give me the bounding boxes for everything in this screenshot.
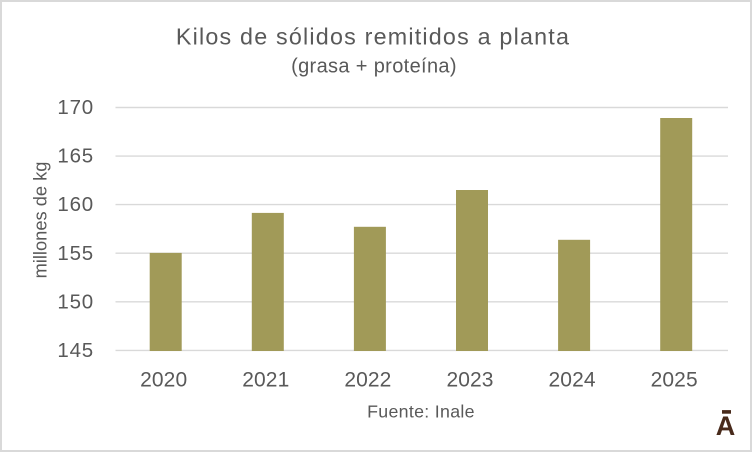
svg-text:2024: 2024 bbox=[549, 369, 596, 392]
svg-text:170: 170 bbox=[57, 96, 94, 119]
svg-text:2023: 2023 bbox=[446, 369, 493, 392]
svg-text:Kilos de sólidos remitidos a p: Kilos de sólidos remitidos a planta bbox=[176, 24, 570, 50]
svg-text:2021: 2021 bbox=[242, 369, 289, 392]
svg-text:155: 155 bbox=[57, 242, 94, 265]
svg-text:2025: 2025 bbox=[651, 369, 698, 392]
svg-text:Fuente: Inale: Fuente: Inale bbox=[367, 402, 475, 422]
svg-text:160: 160 bbox=[57, 193, 94, 216]
svg-text:millones de kg: millones de kg bbox=[30, 162, 51, 279]
svg-text:145: 145 bbox=[57, 339, 94, 362]
svg-text:150: 150 bbox=[57, 290, 94, 313]
svg-text:A: A bbox=[716, 411, 736, 441]
svg-text:(grasa + proteína): (grasa + proteína) bbox=[291, 56, 457, 78]
svg-text:2020: 2020 bbox=[140, 369, 187, 392]
svg-text:2022: 2022 bbox=[344, 369, 391, 392]
svg-text:165: 165 bbox=[57, 145, 94, 168]
